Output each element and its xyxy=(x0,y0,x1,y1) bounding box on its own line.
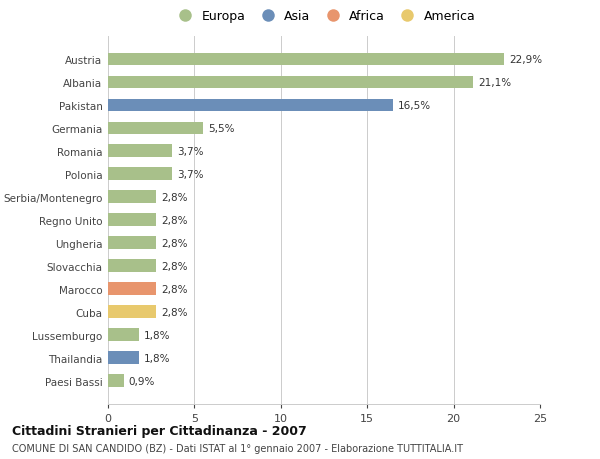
Text: Cittadini Stranieri per Cittadinanza - 2007: Cittadini Stranieri per Cittadinanza - 2… xyxy=(12,425,307,437)
Bar xyxy=(108,329,139,341)
Bar xyxy=(108,191,157,204)
Text: 2,8%: 2,8% xyxy=(161,284,188,294)
Text: COMUNE DI SAN CANDIDO (BZ) - Dati ISTAT al 1° gennaio 2007 - Elaborazione TUTTIT: COMUNE DI SAN CANDIDO (BZ) - Dati ISTAT … xyxy=(12,443,463,453)
Bar xyxy=(108,375,124,387)
Text: 1,8%: 1,8% xyxy=(144,330,171,340)
Bar xyxy=(108,352,139,364)
Text: 3,7%: 3,7% xyxy=(177,146,203,157)
Legend: Europa, Asia, Africa, America: Europa, Asia, Africa, America xyxy=(173,10,475,23)
Bar xyxy=(108,283,157,296)
Text: 2,8%: 2,8% xyxy=(161,261,188,271)
Bar xyxy=(108,214,157,227)
Text: 2,8%: 2,8% xyxy=(161,192,188,202)
Text: 22,9%: 22,9% xyxy=(509,55,542,65)
Bar xyxy=(108,260,157,273)
Bar xyxy=(108,53,504,66)
Bar xyxy=(108,168,172,181)
Text: 16,5%: 16,5% xyxy=(398,101,431,111)
Text: 2,8%: 2,8% xyxy=(161,215,188,225)
Bar xyxy=(108,122,203,135)
Text: 2,8%: 2,8% xyxy=(161,238,188,248)
Text: 3,7%: 3,7% xyxy=(177,169,203,179)
Bar xyxy=(108,99,393,112)
Bar xyxy=(108,237,157,250)
Text: 5,5%: 5,5% xyxy=(208,123,235,134)
Bar xyxy=(108,306,157,319)
Text: 1,8%: 1,8% xyxy=(144,353,171,363)
Text: 21,1%: 21,1% xyxy=(478,78,511,88)
Bar xyxy=(108,145,172,158)
Text: 0,9%: 0,9% xyxy=(129,376,155,386)
Text: 2,8%: 2,8% xyxy=(161,307,188,317)
Bar xyxy=(108,76,473,89)
